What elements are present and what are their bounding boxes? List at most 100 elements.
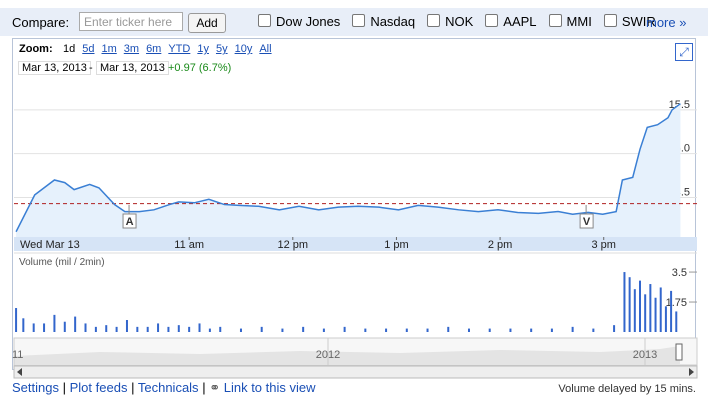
volume-bar: [654, 297, 657, 332]
volume-bar: [177, 325, 180, 332]
volume-bar: [188, 326, 191, 332]
volume-bar: [644, 294, 647, 332]
navigator-label: 2013: [633, 349, 657, 361]
separator: |: [202, 380, 206, 395]
range-separator: -: [89, 62, 93, 74]
volume-bar: [43, 323, 46, 332]
scroll-left: [17, 368, 22, 376]
volume-bar: [488, 328, 491, 332]
volume-bar: [53, 314, 56, 332]
zoom-option[interactable]: 5d: [82, 43, 95, 55]
volume-bar: [260, 326, 263, 332]
volume-bar: [281, 328, 284, 332]
volume-bar: [115, 326, 118, 332]
expand-button[interactable]: ⤢: [675, 43, 693, 61]
checkbox[interactable]: [548, 14, 562, 27]
volume-bar: [405, 328, 408, 332]
x-tick-label: 12 pm: [278, 239, 309, 251]
footer-links: Settings | Plot feeds | Technicals | ⚭ L…: [12, 380, 316, 396]
navigator-area: [14, 346, 680, 365]
flag: [122, 213, 137, 229]
zoom-option[interactable]: All: [259, 43, 272, 55]
ticker-option[interactable]: SWIR: [603, 14, 656, 29]
ticker-input[interactable]: Enter ticker here: [79, 12, 183, 31]
volume-bar: [670, 290, 673, 332]
navigator-handle: [675, 343, 683, 361]
zoom-option[interactable]: 3m: [123, 43, 140, 55]
checkbox[interactable]: [485, 14, 499, 27]
volume-bar: [659, 287, 662, 332]
footer-link[interactable]: Settings: [12, 380, 59, 395]
zoom-option[interactable]: 5y: [215, 43, 228, 55]
add-button[interactable]: Add: [188, 13, 226, 33]
ticker-name: MMI: [566, 14, 592, 29]
zoom-option[interactable]: YTD: [168, 43, 191, 55]
zoom-options: 1d 5d 1m 3m 6m YTD 1y 5y 10y All: [63, 43, 279, 55]
volume-bar: [649, 284, 652, 332]
footer-link[interactable]: Link to this view: [223, 380, 316, 395]
zoom-option[interactable]: 10y: [234, 43, 253, 55]
volume-bar: [509, 328, 512, 332]
volume-bar: [105, 325, 108, 332]
zoom-option[interactable]: 1d: [63, 43, 76, 55]
scrollbar: [13, 365, 698, 379]
range-start[interactable]: Mar 13, 2013: [18, 61, 91, 75]
volume-bar: [447, 326, 450, 332]
volume-bar: [146, 326, 149, 332]
footer-link[interactable]: Plot feeds: [69, 380, 128, 395]
checkbox[interactable]: [258, 14, 271, 27]
price-line: [15, 103, 681, 233]
volume-bar: [638, 280, 641, 332]
range-end[interactable]: Mar 13, 2013: [96, 61, 169, 75]
link-icon: ⚭: [209, 380, 221, 395]
volume-bar: [613, 325, 616, 332]
flag-label: A: [126, 216, 134, 228]
compare-label: Compare:: [12, 15, 70, 30]
ticker-option[interactable]: NOK: [427, 14, 473, 29]
volume-bar: [157, 323, 160, 332]
ticker-list: Dow Jones Nasdaq NOK AAPL MMI SWIR: [258, 14, 668, 29]
x-start-label: Wed Mar 13: [20, 239, 80, 251]
scroll-right: [689, 368, 694, 376]
flag: [579, 213, 594, 229]
zoom-option[interactable]: 6m: [146, 43, 162, 55]
footer-link[interactable]: Technicals: [137, 380, 199, 395]
zoom-option[interactable]: 1y: [197, 43, 209, 55]
volume-bar: [633, 289, 636, 332]
more-link[interactable]: more »: [646, 15, 687, 30]
navigator-label: 11: [12, 349, 23, 361]
ticker-option[interactable]: Nasdaq: [352, 14, 415, 29]
volume-bar: [467, 328, 470, 332]
volume-bar: [22, 318, 25, 332]
x-tick-label: 3 pm: [591, 239, 615, 251]
x-tick-label: 1 pm: [384, 239, 408, 251]
volume-bar: [364, 328, 367, 332]
volume-bar: [84, 323, 87, 332]
volume-bar: [136, 326, 139, 332]
zoom-option[interactable]: 1m: [101, 43, 117, 55]
volume-bar: [530, 328, 533, 332]
zoom-label: Zoom:: [19, 43, 53, 55]
flag-label: V: [583, 216, 591, 228]
volume-bar: [675, 311, 678, 332]
y-tick-label: 1.75: [666, 297, 687, 309]
separator: |: [131, 380, 135, 395]
volume-bar: [302, 326, 305, 332]
volume-bar: [125, 320, 128, 332]
volume-bar: [15, 308, 18, 332]
checkbox[interactable]: [352, 14, 366, 27]
checkbox[interactable]: [603, 14, 617, 27]
ticker-option[interactable]: AAPL: [485, 14, 537, 29]
checkbox[interactable]: [427, 14, 441, 27]
volume-bar: [63, 321, 66, 332]
volume-title: Volume (mil / 2min): [19, 257, 105, 268]
ticker-option[interactable]: MMI: [548, 14, 592, 29]
volume-bar: [74, 316, 77, 332]
volume-bar: [208, 328, 211, 332]
volume-bar: [343, 326, 346, 332]
ticker-option[interactable]: Dow Jones: [258, 14, 340, 29]
volume-bar: [322, 328, 325, 332]
volume-bar: [198, 323, 201, 332]
